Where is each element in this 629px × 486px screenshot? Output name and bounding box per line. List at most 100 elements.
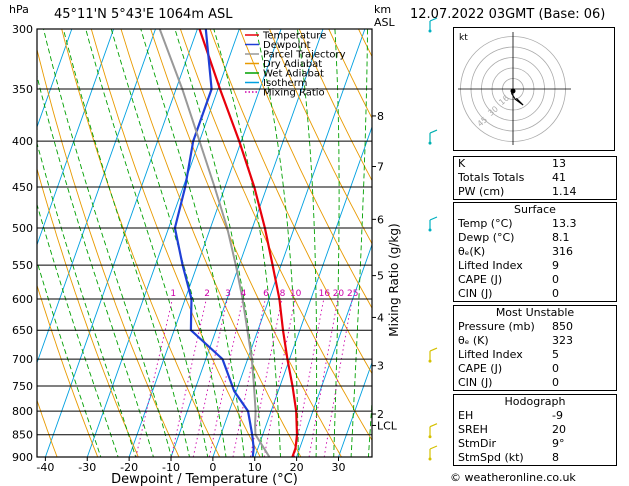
km-tick-label: 3 <box>377 360 384 373</box>
location-header: 45°11'N 5°43'E 1064m ASL <box>54 7 233 22</box>
legend-label: Wet Adiabat <box>263 69 324 80</box>
pressure-tick-label: 700 <box>12 353 33 366</box>
hodograph-stat-value: 20 <box>552 423 566 436</box>
most-unstable-row: Pressure (mb) 850 <box>454 320 616 334</box>
mixing-ratio-label: 4 <box>241 289 247 299</box>
mixing-ratio-label: 2 <box>204 289 210 299</box>
series-parcel-trajectory <box>158 29 271 457</box>
most-unstable-label: CIN (J) <box>458 376 493 389</box>
wet-adiabat-line <box>62 29 190 457</box>
km-tick-label: 7 <box>377 161 384 174</box>
temperature-tick-label: 10 <box>248 461 262 474</box>
most-unstable-row: Lifted Index 5 <box>454 348 616 362</box>
mixing-ratio-axis-label: Mixing Ratio (g/kg) <box>387 223 401 336</box>
hodograph-stat-label: EH <box>458 409 474 422</box>
mixing-ratio-label: 25 <box>347 289 358 299</box>
wet-adiabat-line <box>174 29 263 457</box>
pressure-tick-label: 400 <box>12 135 33 148</box>
surface-label: Dewp (°C) <box>458 231 515 244</box>
hodograph-stat-label: SREH <box>458 423 488 436</box>
most-unstable-label: CAPE (J) <box>458 362 503 375</box>
most-unstable-value: 850 <box>552 320 573 333</box>
pressure-tick-label: 300 <box>12 23 33 36</box>
footer-copyright: © weatheronline.co.uk <box>450 471 576 484</box>
surface-label: θₑ(K) <box>458 245 486 258</box>
hodograph-stat-value: 8 <box>552 451 559 464</box>
pressure-tick-label: 650 <box>12 324 33 337</box>
mixing-ratio-line <box>293 298 325 457</box>
surface-label: CIN (J) <box>458 287 493 300</box>
surface-row: Dewp (°C) 8.1 <box>454 231 616 245</box>
index-label: Totals Totals <box>458 171 525 184</box>
surface-row: Lifted Index 9 <box>454 259 616 273</box>
most-unstable-label: θₑ (K) <box>458 334 489 347</box>
surface-title: Surface <box>514 203 556 216</box>
temperature-tick-label: 0 <box>209 461 216 474</box>
pressure-tick-label: 500 <box>12 222 33 235</box>
most-unstable-row: θₑ (K) 323 <box>454 334 616 348</box>
x-axis-label: Dewpoint / Temperature (°C) <box>111 472 298 486</box>
most-unstable-panel: Most Unstable Pressure (mb) 850 θₑ (K) 323 L… <box>453 305 617 391</box>
isotherm-line <box>37 29 73 129</box>
wind-barb-flag <box>429 445 438 450</box>
temperature-tick-label: 20 <box>290 461 304 474</box>
km-tick-label: 8 <box>377 110 384 123</box>
pressure-tick-label: 900 <box>12 451 33 464</box>
index-value: 41 <box>552 171 566 184</box>
most-unstable-value: 0 <box>552 376 559 389</box>
hodograph-table-panel: Hodograph EH -9 SREH 20 StmDir 9° StmSpd (kt) 8 <box>453 394 617 466</box>
hodograph-stat-row: StmDir 9° <box>454 437 616 451</box>
indices-panel: K 13 Totals Totals 41 PW (cm) 1.14 <box>453 156 617 200</box>
wind-barb-flag <box>429 216 438 221</box>
hodograph-table-title: Hodograph <box>504 395 566 408</box>
km-tick-label: LCL <box>377 419 398 432</box>
km-tick-label: 2 <box>377 408 384 421</box>
wet-adiabat-line <box>296 29 318 457</box>
temperature-tick-label: -10 <box>162 461 180 474</box>
pressure-tick-label: 450 <box>12 181 33 194</box>
most-unstable-label: Lifted Index <box>458 348 523 361</box>
pressure-unit: hPa <box>9 3 29 16</box>
wind-barb-base <box>428 457 432 461</box>
hodograph-stat-value: 9° <box>552 437 565 450</box>
mixing-ratio-label: 8 <box>280 289 286 299</box>
wet-adiabat-line <box>37 74 154 457</box>
wet-adiabat-line <box>110 29 227 457</box>
legend-label: Dewpoint <box>263 40 311 51</box>
mixing-ratio-label: 6 <box>263 289 269 299</box>
surface-value: 13.3 <box>552 217 577 230</box>
mixing-ratio-label: 16 <box>319 289 331 299</box>
wind-barb-base <box>428 141 432 145</box>
hodograph-stat-row: EH -9 <box>454 409 616 423</box>
wet-adiabat-line <box>333 29 340 457</box>
plot-frame <box>36 28 373 458</box>
legend-label: Isotherm <box>263 78 307 89</box>
surface-panel: Surface Temp (°C) 13.3 Dewp (°C) 8.1 θₑ(K) 31… <box>453 202 617 302</box>
index-row: PW (cm) 1.14 <box>454 185 616 199</box>
km-tick-label: 4 <box>377 311 384 324</box>
mixing-ratio-label: 20 <box>333 289 345 299</box>
series-temperature <box>198 29 299 457</box>
hodograph-stat-row: SREH 20 <box>454 423 616 437</box>
pressure-tick-label: 750 <box>12 380 33 393</box>
index-label: PW (cm) <box>458 185 505 198</box>
isotherm-line <box>44 29 198 457</box>
surface-row: CAPE (J) 0 <box>454 273 616 287</box>
wet-adiabat-line <box>367 395 372 457</box>
km-unit: km <box>374 3 392 16</box>
km-tick-label: 6 <box>377 213 384 226</box>
wind-barb-base <box>428 228 432 232</box>
most-unstable-value: 0 <box>552 362 559 375</box>
surface-value: 9 <box>552 259 559 272</box>
series-dewpoint <box>173 29 255 457</box>
hodograph-stat-row: StmSpd (kt) 8 <box>454 451 616 465</box>
index-value: 1.14 <box>552 185 577 198</box>
mixing-ratio-label: 1 <box>170 289 176 299</box>
hodograph-stat-label: StmSpd (kt) <box>458 451 524 464</box>
surface-row: CIN (J) 0 <box>454 287 616 301</box>
surface-row: Temp (°C) 13.3 <box>454 217 616 231</box>
mixing-ratio-line <box>308 298 339 457</box>
wind-barb-flag <box>429 17 438 22</box>
